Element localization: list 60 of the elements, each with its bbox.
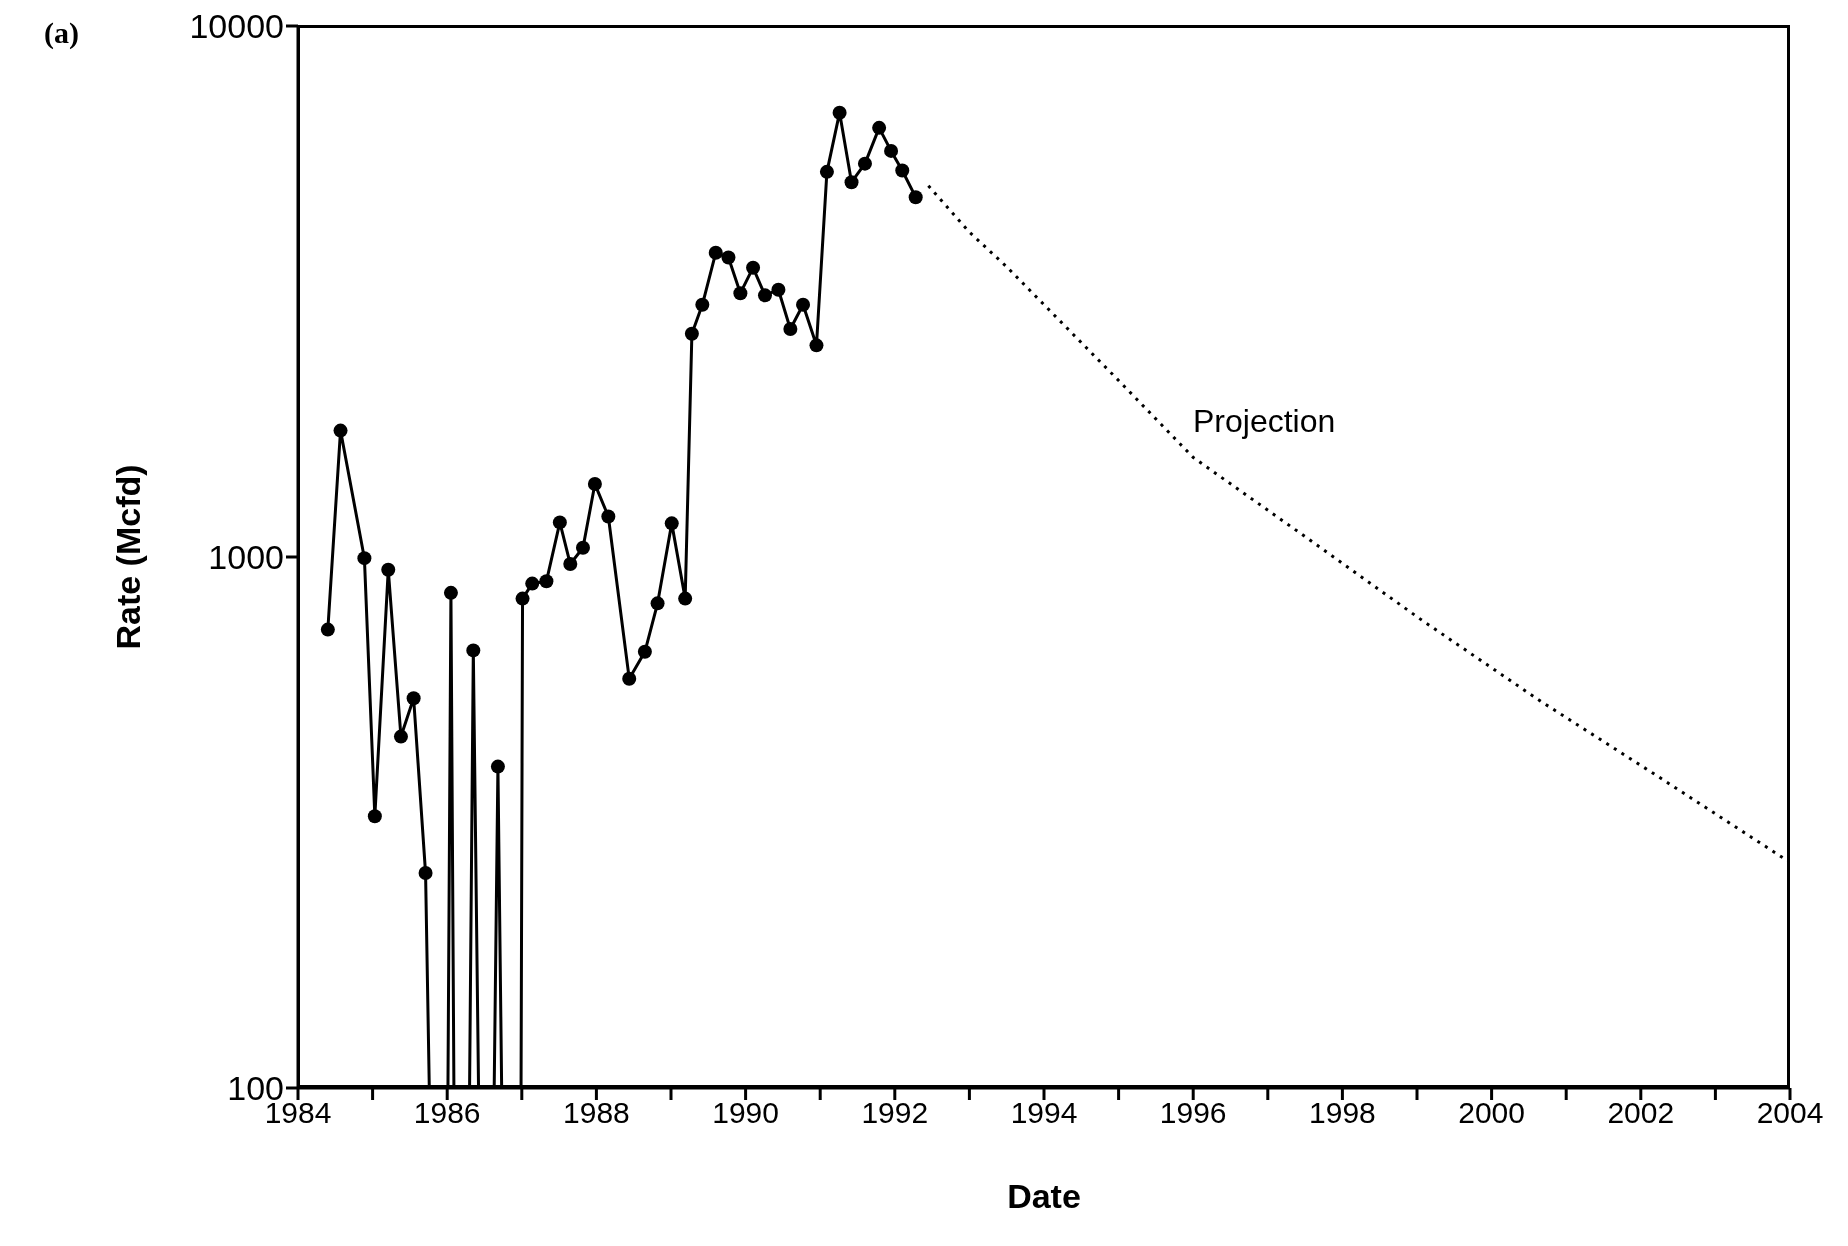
point xyxy=(721,250,736,265)
point xyxy=(381,562,396,577)
point xyxy=(908,190,923,205)
x-tick-label: 2004 xyxy=(1756,1096,1824,1130)
point xyxy=(393,729,408,744)
x-tick-label: 1986 xyxy=(413,1096,481,1130)
point xyxy=(406,691,421,706)
x-axis-title: Date xyxy=(1007,1177,1081,1215)
point xyxy=(587,477,602,492)
y-tick-label: 1000 xyxy=(208,538,284,577)
text: (a) xyxy=(44,16,79,50)
point xyxy=(466,643,481,658)
point xyxy=(622,671,637,686)
point xyxy=(733,286,748,301)
x-tick-label: 1996 xyxy=(1159,1096,1227,1130)
point xyxy=(357,551,372,566)
point xyxy=(552,515,567,530)
x-tick-label: 2000 xyxy=(1458,1096,1525,1130)
point xyxy=(539,574,554,589)
point xyxy=(695,297,710,312)
point xyxy=(844,175,859,190)
point xyxy=(664,516,679,531)
point xyxy=(443,585,458,600)
x-tick-label: 1990 xyxy=(712,1096,779,1130)
point xyxy=(320,622,335,637)
point xyxy=(601,509,616,524)
point xyxy=(650,596,665,611)
point xyxy=(637,644,652,659)
line-series xyxy=(926,184,1790,864)
x-tick-label: 1994 xyxy=(1010,1096,1078,1130)
point xyxy=(872,120,887,135)
annotation: Projection xyxy=(1193,403,1336,440)
point xyxy=(832,105,847,120)
point xyxy=(758,288,772,303)
point xyxy=(884,143,899,158)
point xyxy=(678,591,693,606)
point xyxy=(525,576,540,591)
x-tick-label: 1988 xyxy=(563,1096,630,1130)
point xyxy=(895,163,910,178)
point xyxy=(490,759,505,774)
point xyxy=(796,297,811,312)
point xyxy=(515,591,530,606)
y-tick-label: 10000 xyxy=(189,7,284,46)
point xyxy=(563,557,578,572)
point xyxy=(783,322,798,337)
point xyxy=(684,326,699,341)
point xyxy=(746,260,761,275)
x-tick-label: 1992 xyxy=(861,1096,929,1130)
point xyxy=(771,282,786,297)
y-axis-title: Rate (Mcfd) xyxy=(109,464,148,650)
x-tick-label: 1998 xyxy=(1309,1096,1376,1130)
point xyxy=(819,164,834,179)
point xyxy=(708,245,723,260)
point xyxy=(418,866,433,881)
point xyxy=(575,540,590,555)
point xyxy=(809,338,824,353)
x-tick-label: 2002 xyxy=(1607,1096,1675,1130)
point xyxy=(857,156,872,171)
point xyxy=(333,423,348,438)
point xyxy=(367,809,382,824)
